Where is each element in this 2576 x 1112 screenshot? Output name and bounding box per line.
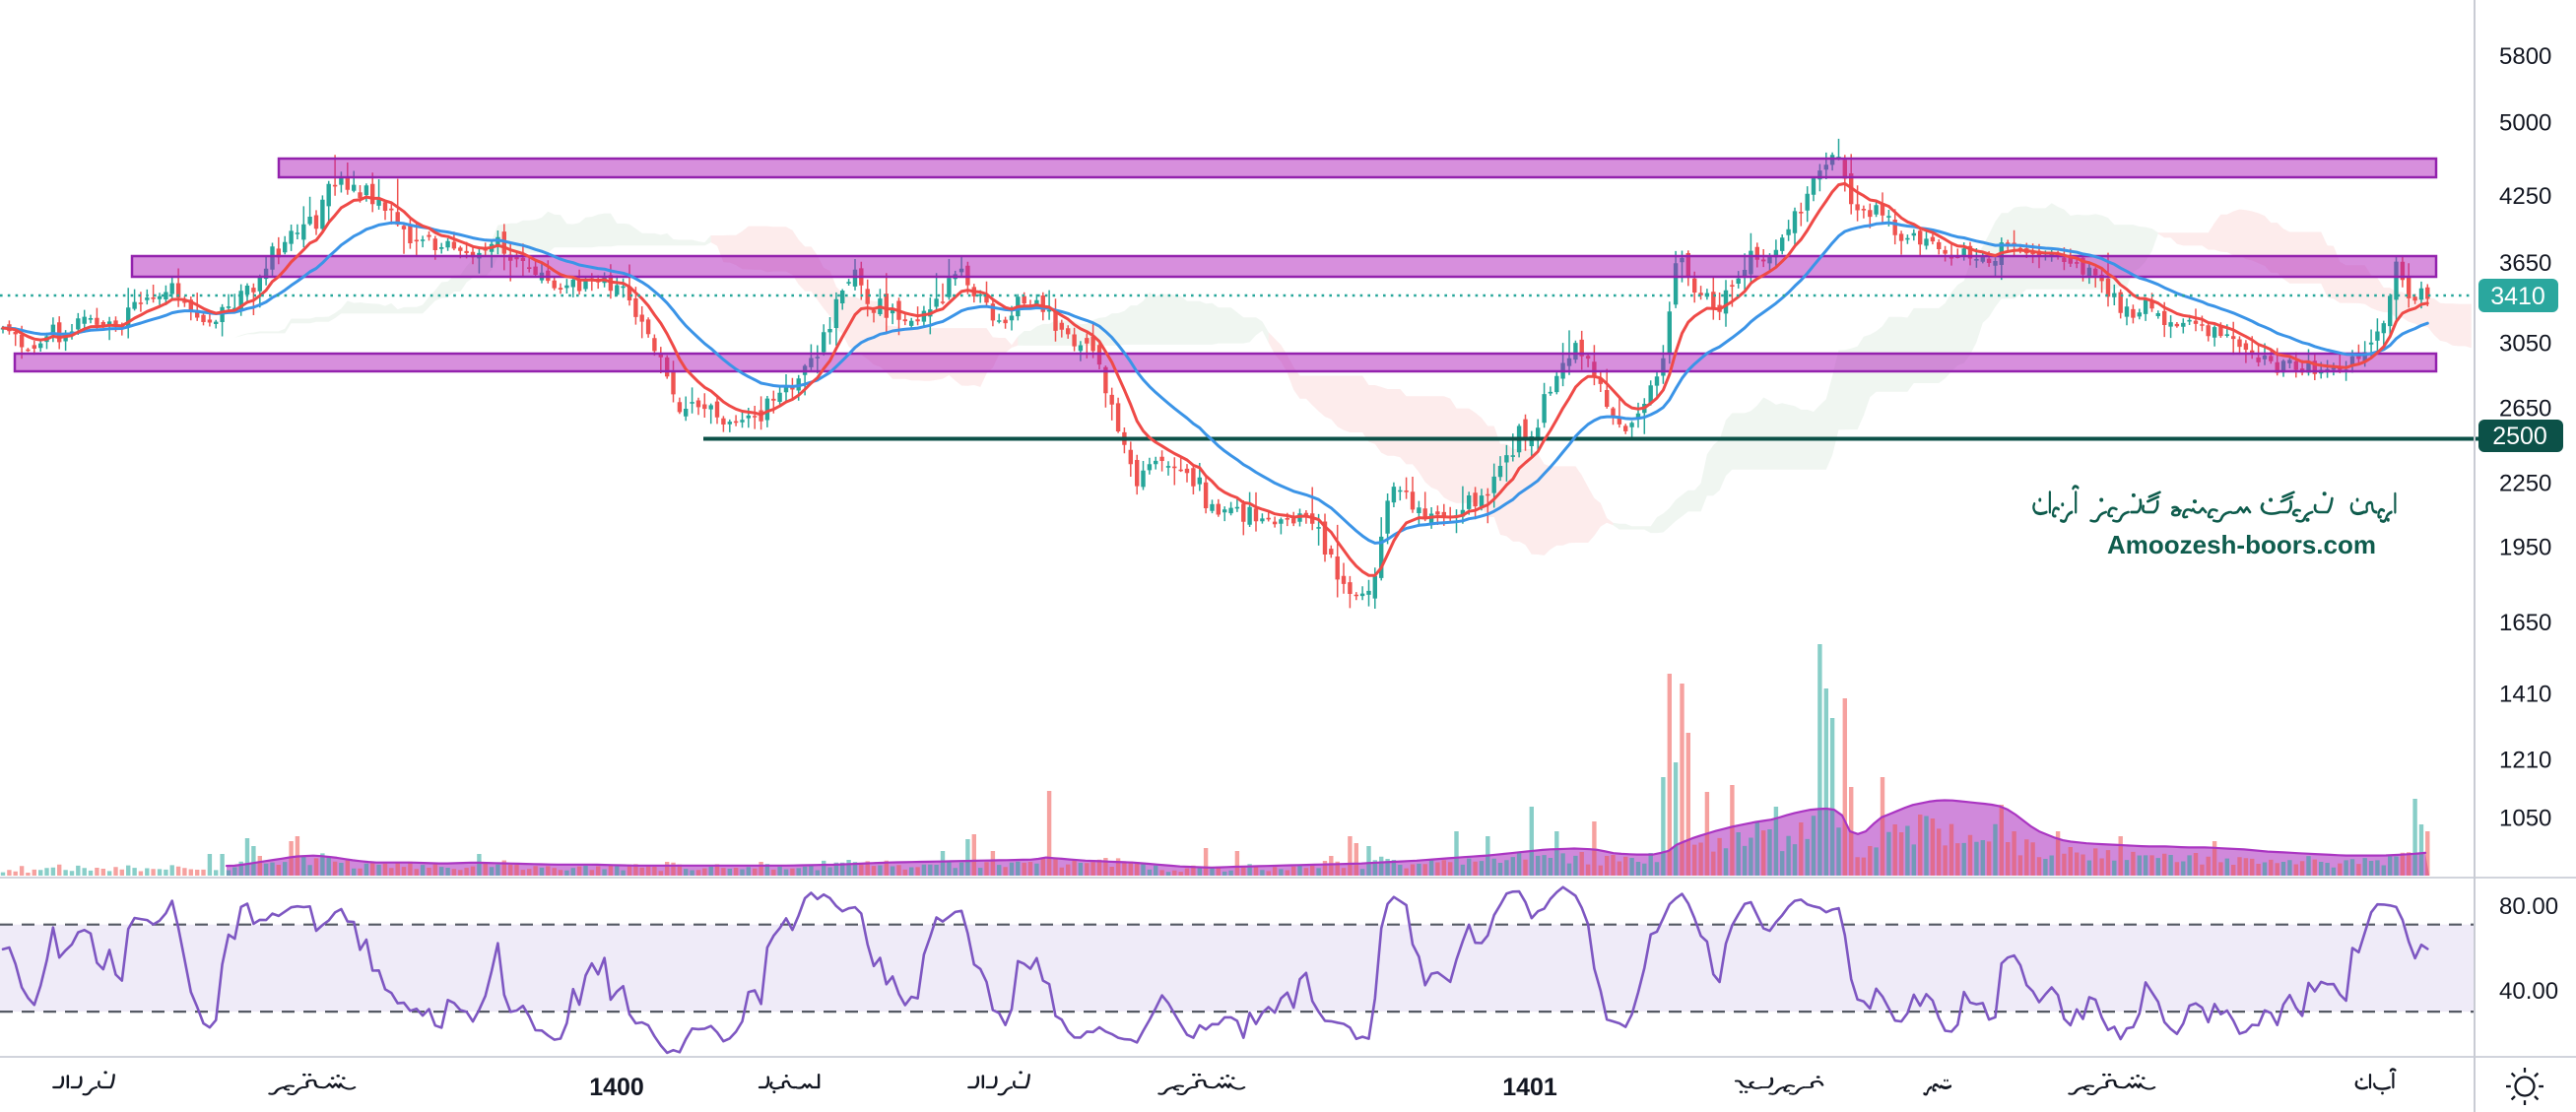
svg-text:1650: 1650 xyxy=(2499,610,2551,636)
svg-text:1210: 1210 xyxy=(2499,748,2551,774)
svg-text:1410: 1410 xyxy=(2499,682,2551,708)
svg-text:1950: 1950 xyxy=(2499,535,2551,561)
svg-text:80.00: 80.00 xyxy=(2499,893,2558,920)
svg-text:4250: 4250 xyxy=(2499,183,2551,210)
svg-text:Amoozesh-boors.com: Amoozesh-boors.com xyxy=(2107,530,2376,559)
svg-text:3650: 3650 xyxy=(2499,250,2551,277)
svg-text:1400: 1400 xyxy=(589,1074,644,1101)
svg-text:3050: 3050 xyxy=(2499,331,2551,358)
svg-text:2250: 2250 xyxy=(2499,471,2551,497)
svg-text:1050: 1050 xyxy=(2499,806,2551,832)
svg-text:40.00: 40.00 xyxy=(2499,978,2558,1005)
svg-text:5800: 5800 xyxy=(2499,43,2551,70)
svg-text:5000: 5000 xyxy=(2499,109,2551,136)
svg-text:1401: 1401 xyxy=(1502,1074,1557,1101)
svg-text:2650: 2650 xyxy=(2499,396,2551,423)
svg-text:3410: 3410 xyxy=(2490,283,2545,310)
svg-text:2500: 2500 xyxy=(2492,423,2547,450)
